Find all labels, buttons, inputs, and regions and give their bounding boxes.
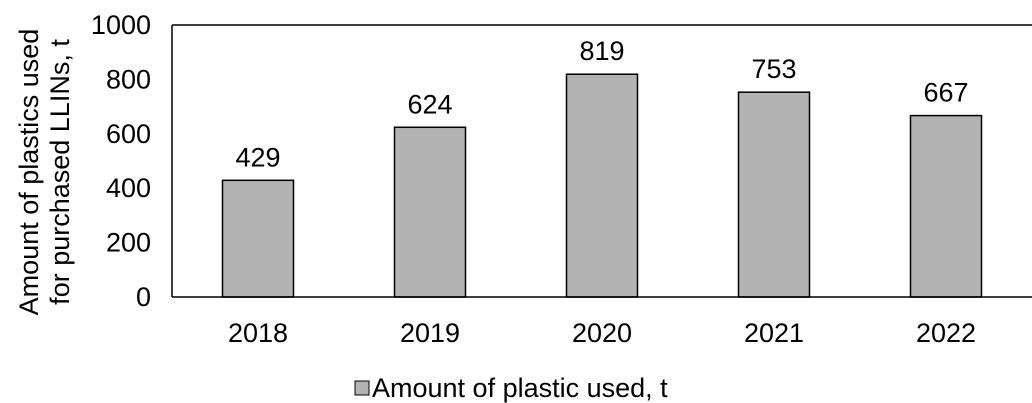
x-tick-label-2019: 2019: [400, 318, 460, 348]
y-tick-label: 200: [106, 228, 151, 258]
x-tick-label-2020: 2020: [572, 318, 632, 348]
y-tick-label: 1000: [91, 10, 151, 40]
legend-label: Amount of plastic used, t: [372, 373, 668, 403]
data-label-2019: 624: [407, 89, 452, 119]
bar-2022: [909, 114, 983, 298]
y-tick-label: 400: [106, 173, 151, 203]
y-tick-label: 600: [106, 119, 151, 149]
bar-2018: [221, 179, 295, 298]
bar-2019: [393, 126, 467, 298]
x-tick-label-2018: 2018: [228, 318, 288, 348]
y-axis-title-line-1: Amount of plastics used: [14, 29, 44, 316]
x-tick-label-2022: 2022: [916, 318, 976, 348]
data-label-2020: 819: [579, 36, 624, 66]
data-label-2018: 429: [235, 142, 280, 172]
y-tick-label: 0: [136, 282, 151, 312]
legend: Amount of plastic used, t: [354, 373, 668, 403]
bar-data-labels: 429 624 819 753 667: [235, 36, 968, 172]
legend-swatch: [354, 380, 370, 396]
x-axis-ticks: 2018 2019 2020 2021 2022: [228, 318, 976, 348]
x-tick-label-2021: 2021: [744, 318, 804, 348]
y-tick-label: 800: [106, 64, 151, 94]
bar-2021: [737, 91, 811, 298]
data-label-2021: 753: [751, 54, 796, 84]
bar-2020: [565, 73, 639, 298]
data-label-2022: 667: [923, 78, 968, 108]
y-axis-title-line-2: for purchased LLINs, t: [45, 39, 75, 305]
bars: [221, 73, 983, 298]
y-axis-title: Amount of plastics used for purchased LL…: [14, 29, 75, 316]
y-axis-ticks: 0 200 400 600 800 1000: [91, 10, 151, 312]
